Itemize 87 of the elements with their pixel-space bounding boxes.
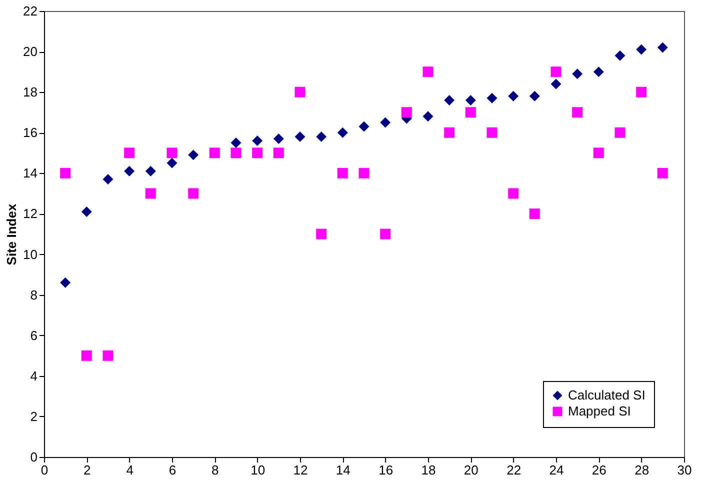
point — [81, 350, 92, 361]
point — [188, 150, 199, 160]
point — [145, 188, 156, 199]
point — [572, 107, 583, 118]
x-tick-label: 30 — [677, 462, 692, 478]
point — [294, 86, 306, 98]
x-tick-label: 16 — [378, 462, 394, 478]
x-tick-label: 14 — [336, 462, 350, 478]
y-tick-label: 8 — [30, 287, 38, 302]
y-tick-label: 0 — [30, 450, 38, 464]
y-axis-title: Site Index — [4, 203, 20, 266]
x-tick-label: 10 — [250, 462, 266, 478]
x-tick-label: 18 — [421, 462, 436, 478]
point — [316, 228, 327, 240]
point — [444, 127, 455, 138]
point — [358, 168, 370, 178]
y-tick-label: 14 — [23, 166, 38, 181]
point — [60, 277, 71, 288]
point — [529, 208, 540, 219]
point — [401, 107, 412, 118]
point — [636, 44, 647, 55]
point — [230, 138, 242, 148]
point — [358, 121, 370, 132]
point — [230, 148, 242, 158]
point — [209, 148, 220, 158]
y-tick-label: 4 — [30, 368, 38, 384]
point — [380, 117, 391, 128]
point — [102, 174, 114, 185]
point — [145, 166, 156, 176]
point — [593, 66, 604, 78]
y-tick-label: 6 — [30, 328, 38, 343]
point — [188, 188, 199, 199]
point — [337, 127, 348, 138]
point — [614, 127, 626, 138]
point — [508, 188, 519, 199]
point — [614, 50, 626, 61]
x-tick-label: 8 — [212, 462, 219, 478]
x-tick-label: 0 — [40, 462, 48, 478]
point — [636, 86, 647, 98]
point — [486, 92, 498, 104]
point — [422, 111, 434, 122]
point — [273, 148, 284, 158]
point — [550, 66, 562, 78]
y-tick-label: 16 — [23, 125, 38, 140]
x-tick-label: 2 — [84, 462, 91, 478]
point — [444, 94, 455, 106]
point — [465, 107, 476, 118]
x-tick-label: 12 — [293, 462, 308, 478]
point — [166, 148, 178, 158]
point — [465, 94, 476, 106]
point — [102, 350, 114, 361]
x-tick-label: 28 — [634, 462, 650, 478]
point — [657, 168, 668, 178]
point — [294, 131, 306, 142]
point — [166, 158, 178, 168]
point — [316, 131, 327, 142]
point — [657, 42, 668, 53]
point — [422, 66, 434, 78]
x-tick-label: 6 — [168, 462, 176, 478]
x-tick-label: 22 — [506, 462, 522, 478]
y-tick-label: 2 — [30, 408, 38, 424]
x-tick-label: 24 — [549, 462, 564, 478]
legend-label: Mapped SI — [568, 404, 631, 418]
y-tick-label: 22 — [23, 4, 38, 18]
point — [550, 78, 562, 90]
point — [124, 166, 135, 176]
y-tick-label: 10 — [23, 246, 38, 262]
point — [529, 90, 540, 102]
point — [337, 168, 348, 178]
y-tick-label: 18 — [23, 84, 38, 100]
point — [593, 148, 604, 158]
y-tick-label: 12 — [23, 206, 38, 222]
y-tick-label: 20 — [23, 44, 38, 60]
point — [273, 133, 284, 144]
point — [124, 148, 135, 158]
x-tick-label: 26 — [592, 462, 606, 478]
x-tick-label: 20 — [464, 462, 478, 478]
point — [252, 136, 263, 146]
point — [252, 148, 263, 158]
point — [60, 168, 71, 178]
x-tick-label: 4 — [126, 462, 134, 478]
point — [380, 228, 391, 240]
point — [81, 206, 92, 217]
point — [572, 68, 583, 80]
point — [508, 90, 519, 102]
point — [486, 127, 498, 138]
legend-label: Calculated SI — [568, 388, 646, 402]
